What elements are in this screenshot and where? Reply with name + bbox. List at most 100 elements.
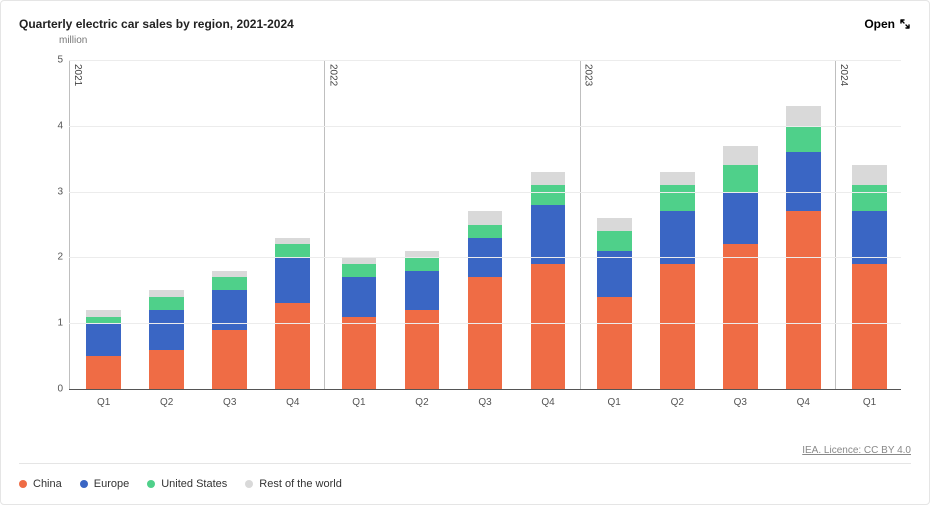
x-tick-label: Q4 [286,397,299,408]
bar-seg-row [212,271,247,278]
y-tick-label: 1 [45,318,63,329]
bar-seg-china [405,310,440,389]
plot-area: 2021Q1Q2Q3Q42022Q1Q2Q3Q42023Q1Q2Q3Q42024… [69,60,901,390]
divider [19,463,911,464]
bar [531,60,566,389]
chart-area: 2021Q1Q2Q3Q42022Q1Q2Q3Q42023Q1Q2Q3Q42024… [19,50,911,420]
x-tick-label: Q1 [352,397,365,408]
bar [597,60,632,389]
year-label: 2023 [583,64,594,86]
bar-seg-us [660,185,695,211]
y-tick-label: 4 [45,120,63,131]
bar-seg-us [212,277,247,290]
legend-swatch [80,480,88,488]
x-tick-label: Q4 [541,397,554,408]
bar-seg-europe [86,323,121,356]
bar-seg-china [723,244,758,389]
bar-seg-china [342,317,377,389]
year-separator [69,60,70,389]
bar-seg-us [405,257,440,270]
bar-seg-us [468,225,503,238]
open-label: Open [864,17,895,31]
year-label: 2024 [838,64,849,86]
legend: China Europe United States Rest of the worl… [19,478,342,490]
x-tick-label: Q1 [608,397,621,408]
legend-label: Europe [94,478,129,490]
bar [342,60,377,389]
legend-swatch [147,480,155,488]
y-tick-label: 0 [45,384,63,395]
bar [660,60,695,389]
year-label: 2021 [72,64,83,86]
bar-seg-us [342,264,377,277]
bar-seg-row [275,238,310,245]
y-tick-label: 3 [45,186,63,197]
bar [405,60,440,389]
year-separator [324,60,325,389]
x-tick-label: Q3 [478,397,491,408]
gridline [69,192,901,193]
bar [212,60,247,389]
bar-seg-china [275,303,310,389]
bar-seg-row [342,257,377,264]
bar [275,60,310,389]
bar [723,60,758,389]
bar-seg-us [275,244,310,257]
header: Quarterly electric car sales by region, … [19,17,911,31]
bar [86,60,121,389]
bar [852,60,887,389]
legend-label: China [33,478,62,490]
bar-seg-china [852,264,887,389]
x-tick-label: Q2 [415,397,428,408]
bar-seg-us [149,297,184,310]
open-button[interactable]: Open [864,17,911,31]
bar-seg-row [852,165,887,185]
license-text[interactable]: IEA. Licence: CC BY 4.0 [802,445,911,456]
legend-item-us: United States [147,478,227,490]
bar-seg-us [723,165,758,191]
bar-seg-us [786,126,821,152]
bar-seg-us [531,185,566,205]
x-tick-label: Q1 [97,397,110,408]
legend-item-china: China [19,478,62,490]
bar-seg-china [660,264,695,389]
y-tick-label: 2 [45,252,63,263]
bar-seg-row [723,146,758,166]
x-tick-label: Q1 [863,397,876,408]
x-tick-label: Q4 [797,397,810,408]
chart-title: Quarterly electric car sales by region, … [19,17,294,31]
bar-seg-us [852,185,887,211]
gridline [69,257,901,258]
bar-seg-row [149,290,184,297]
expand-icon [899,18,911,30]
bar-seg-europe [149,310,184,349]
bar-seg-row [531,172,566,185]
year-separator [835,60,836,389]
x-tick-label: Q3 [734,397,747,408]
bar-seg-europe [342,277,377,316]
bar-seg-china [86,356,121,389]
legend-label: United States [161,478,227,490]
bar-seg-china [149,350,184,389]
bar-seg-china [468,277,503,389]
year-label: 2022 [327,64,338,86]
bar-seg-europe [786,152,821,211]
bar [468,60,503,389]
bar-seg-us [597,231,632,251]
legend-swatch [245,480,253,488]
gridline [69,60,901,61]
bar-seg-europe [660,211,695,264]
bar-seg-china [531,264,566,389]
legend-item-row: Rest of the world [245,478,342,490]
bar-seg-europe [405,271,440,310]
x-tick-label: Q3 [223,397,236,408]
bar-seg-row [468,211,503,224]
bar-seg-china [786,211,821,389]
bar-seg-europe [531,205,566,264]
bar-seg-row [660,172,695,185]
bar-seg-row [786,106,821,126]
gridline [69,126,901,127]
y-tick-label: 5 [45,55,63,66]
bar-seg-europe [852,211,887,264]
y-unit-label: million [59,35,911,46]
